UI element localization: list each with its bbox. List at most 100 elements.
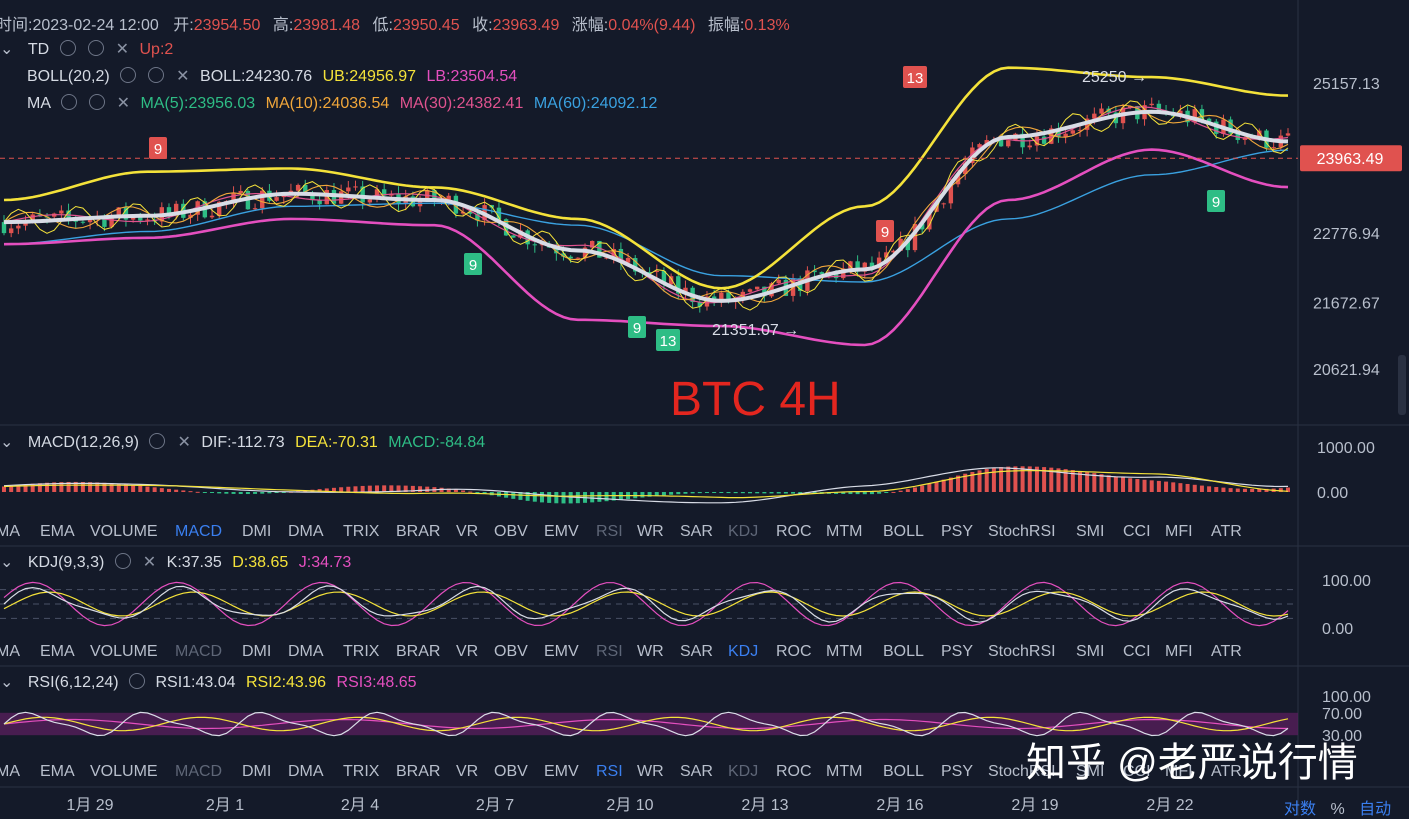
eye-icon[interactable] xyxy=(120,67,137,83)
settings-icon[interactable] xyxy=(87,40,104,56)
tab-trix[interactable]: TRIX xyxy=(343,643,380,660)
tab-mfi[interactable]: MFI xyxy=(1165,763,1193,780)
tab-brar[interactable]: BRAR xyxy=(396,523,441,540)
settings-icon[interactable] xyxy=(129,673,146,689)
tab-dma[interactable]: DMA xyxy=(288,763,324,780)
close-icon[interactable]: ✕ xyxy=(116,95,130,112)
eye-icon[interactable] xyxy=(60,94,77,110)
tab-rsi[interactable]: RSI xyxy=(596,763,623,780)
tab-obv[interactable]: OBV xyxy=(494,523,528,540)
tab-ema[interactable]: EMA xyxy=(40,523,75,540)
tab-macd[interactable]: MACD xyxy=(175,523,223,540)
collapse-icon[interactable]: ⌄ xyxy=(0,434,14,451)
tab-mfi[interactable]: MFI xyxy=(1165,643,1193,660)
settings-icon[interactable] xyxy=(149,433,166,449)
tab-smi[interactable]: SMI xyxy=(1076,763,1105,780)
boll-ub-value: UB:24956.97 xyxy=(322,68,416,85)
tab-ma[interactable]: MA xyxy=(0,523,20,540)
tab-roc[interactable]: ROC xyxy=(776,763,812,780)
tab-kdj[interactable]: KDJ xyxy=(728,643,759,660)
tab-sar[interactable]: SAR xyxy=(680,643,713,660)
tab-kdj[interactable]: KDJ xyxy=(728,523,759,540)
tab-brar[interactable]: BRAR xyxy=(396,763,441,780)
tab-roc[interactable]: ROC xyxy=(776,643,812,660)
tab-obv[interactable]: OBV xyxy=(494,763,528,780)
tab-roc[interactable]: ROC xyxy=(776,523,812,540)
tab-ma[interactable]: MA xyxy=(0,643,20,660)
tab-vr[interactable]: VR xyxy=(456,643,479,660)
tab-boll[interactable]: BOLL xyxy=(883,523,924,540)
tab-cci[interactable]: CCI xyxy=(1123,523,1151,540)
close-icon[interactable]: ✕ xyxy=(142,554,157,571)
tab-wr[interactable]: WR xyxy=(637,523,664,540)
tab-vr[interactable]: VR xyxy=(456,763,479,780)
candle-body xyxy=(1027,145,1032,148)
tab-dma[interactable]: DMA xyxy=(288,643,324,660)
candle-body xyxy=(381,189,387,196)
tab-dmi[interactable]: DMI xyxy=(242,763,272,780)
collapse-icon[interactable]: ⌄ xyxy=(0,674,14,691)
tab-trix[interactable]: TRIX xyxy=(343,763,380,780)
auto-scale-button[interactable]: 自动 xyxy=(1359,801,1392,818)
tab-sar[interactable]: SAR xyxy=(680,523,713,540)
settings-icon[interactable] xyxy=(148,67,165,83)
tab-cci[interactable]: CCI xyxy=(1123,643,1151,660)
tab-smi[interactable]: SMI xyxy=(1076,643,1105,660)
tab-macd[interactable]: MACD xyxy=(175,643,223,660)
log-scale-button[interactable]: 对数 xyxy=(1284,801,1317,818)
tab-dmi[interactable]: DMI xyxy=(242,523,272,540)
tab-wr[interactable]: WR xyxy=(637,763,664,780)
tab-ema[interactable]: EMA xyxy=(40,763,75,780)
tab-cci[interactable]: CCI xyxy=(1123,763,1151,780)
tab-boll[interactable]: BOLL xyxy=(883,763,924,780)
tab-atr[interactable]: ATR xyxy=(1211,763,1242,780)
tab-emv[interactable]: EMV xyxy=(544,523,579,540)
tab-stochrsi[interactable]: StochRSI xyxy=(988,523,1056,540)
tab-psy[interactable]: PSY xyxy=(941,763,974,780)
tab-boll[interactable]: BOLL xyxy=(883,643,924,660)
tab-volume[interactable]: VOLUME xyxy=(90,763,158,780)
tab-rsi[interactable]: RSI xyxy=(596,523,623,540)
tab-ma[interactable]: MA xyxy=(0,763,20,780)
tab-atr[interactable]: ATR xyxy=(1211,523,1242,540)
tab-mtm[interactable]: MTM xyxy=(826,763,863,780)
tab-ema[interactable]: EMA xyxy=(40,643,75,660)
tab-mfi[interactable]: MFI xyxy=(1165,523,1193,540)
tab-stochrsi[interactable]: StochRSI xyxy=(988,643,1056,660)
collapse-icon[interactable]: ⌄ xyxy=(0,41,14,58)
macd-bar xyxy=(683,492,688,494)
close-icon[interactable]: ✕ xyxy=(176,68,190,85)
tab-macd[interactable]: MACD xyxy=(175,763,223,780)
tab-volume[interactable]: VOLUME xyxy=(90,643,158,660)
settings-icon[interactable] xyxy=(114,553,131,569)
tab-trix[interactable]: TRIX xyxy=(343,523,380,540)
tab-kdj[interactable]: KDJ xyxy=(728,763,759,780)
close-icon[interactable]: ✕ xyxy=(115,41,130,58)
tab-obv[interactable]: OBV xyxy=(494,643,528,660)
tab-atr[interactable]: ATR xyxy=(1211,643,1242,660)
tab-stochrsi[interactable]: StochRSI xyxy=(988,763,1056,780)
macd-dea-value: DEA:-70.31 xyxy=(295,434,378,451)
tab-emv[interactable]: EMV xyxy=(544,763,579,780)
percent-scale-button[interactable]: % xyxy=(1330,801,1345,818)
tab-mtm[interactable]: MTM xyxy=(826,523,863,540)
close-icon[interactable]: ✕ xyxy=(177,434,191,451)
eye-icon[interactable] xyxy=(59,40,76,56)
tab-brar[interactable]: BRAR xyxy=(396,643,441,660)
tab-rsi[interactable]: RSI xyxy=(596,643,623,660)
tab-dmi[interactable]: DMI xyxy=(242,643,272,660)
macd-bar xyxy=(568,492,573,504)
tab-volume[interactable]: VOLUME xyxy=(90,523,158,540)
tab-wr[interactable]: WR xyxy=(637,643,664,660)
tab-sar[interactable]: SAR xyxy=(680,763,713,780)
settings-icon[interactable] xyxy=(88,94,105,110)
tab-psy[interactable]: PSY xyxy=(941,523,974,540)
tab-emv[interactable]: EMV xyxy=(544,643,579,660)
tab-mtm[interactable]: MTM xyxy=(826,643,863,660)
tab-psy[interactable]: PSY xyxy=(941,643,974,660)
collapse-icon[interactable]: ⌄ xyxy=(0,554,14,571)
tab-smi[interactable]: SMI xyxy=(1076,523,1105,540)
tab-vr[interactable]: VR xyxy=(456,523,479,540)
tab-dma[interactable]: DMA xyxy=(288,523,324,540)
